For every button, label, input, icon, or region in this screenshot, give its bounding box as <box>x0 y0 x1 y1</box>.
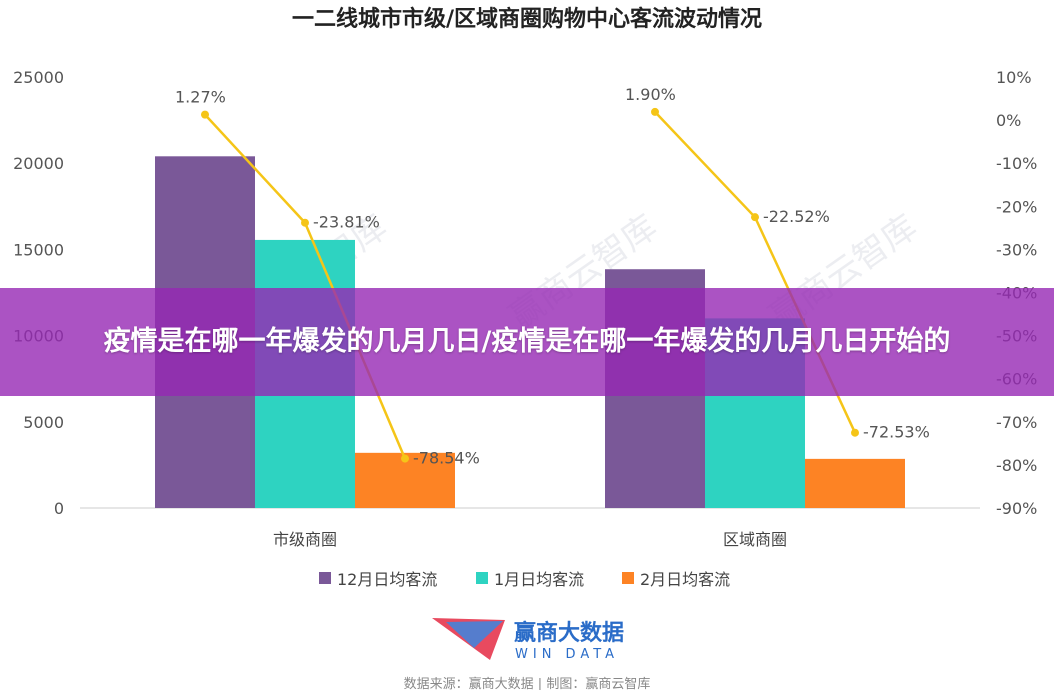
left-tick-label: 0 <box>54 499 64 518</box>
line-point <box>851 428 859 437</box>
left-tick-label: 25000 <box>13 68 64 87</box>
logo: 赢商大数据 WIN DATA <box>432 618 624 662</box>
right-tick-label: -20% <box>996 197 1037 216</box>
line-point <box>751 213 759 222</box>
bar <box>805 458 905 508</box>
right-tick-label: 10% <box>996 68 1032 87</box>
right-tick-label: -80% <box>996 456 1037 475</box>
right-tick-label: -70% <box>996 413 1037 432</box>
logo-sub: WIN DATA <box>515 647 619 662</box>
line-point <box>201 110 209 119</box>
axes: 0500010000150002000025000-90%-80%-70%-60… <box>13 68 1037 549</box>
source-text: 数据来源：赢商大数据 | 制图：赢商云智库 <box>404 676 651 690</box>
legend-swatch <box>319 572 331 584</box>
left-tick-label: 5000 <box>23 413 64 432</box>
data-label: 1.27% <box>175 88 226 107</box>
legend-swatch <box>622 572 634 584</box>
chart-title: 一二线城市市级/区域商圈购物中心客流波动情况 <box>292 6 762 32</box>
legend-label: 1月日均客流 <box>494 570 584 589</box>
data-label: -22.52% <box>763 207 830 226</box>
left-tick-label: 20000 <box>13 154 64 173</box>
logo-mark-icon-accent <box>446 621 503 648</box>
category-label: 市级商圈 <box>273 530 337 549</box>
overlay-banner: 疫情是在哪一年爆发的几月几日/疫情是在哪一年爆发的几月几日开始的 <box>0 288 1054 396</box>
line-point <box>301 218 309 227</box>
banner-text: 疫情是在哪一年爆发的几月几日/疫情是在哪一年爆发的几月几日开始的 <box>103 326 951 357</box>
category-label: 区域商圈 <box>723 530 787 549</box>
data-label: -23.81% <box>313 213 380 232</box>
legend-label: 12月日均客流 <box>337 570 437 589</box>
left-tick-label: 15000 <box>13 240 64 259</box>
data-label: -72.53% <box>863 423 930 442</box>
line-point <box>651 107 659 116</box>
legend-swatch <box>476 572 488 584</box>
data-label: -78.54% <box>413 449 480 468</box>
logo-name: 赢商大数据 <box>514 620 624 646</box>
right-tick-label: -10% <box>996 154 1037 173</box>
line-point <box>401 454 409 463</box>
right-tick-label: -30% <box>996 240 1037 259</box>
legend: 12月日均客流 1月日均客流 2月日均客流 <box>319 570 730 589</box>
data-label: 1.90% <box>625 85 676 104</box>
right-tick-label: 0% <box>996 111 1021 130</box>
legend-label: 2月日均客流 <box>640 570 730 589</box>
right-tick-label: -90% <box>996 499 1037 518</box>
